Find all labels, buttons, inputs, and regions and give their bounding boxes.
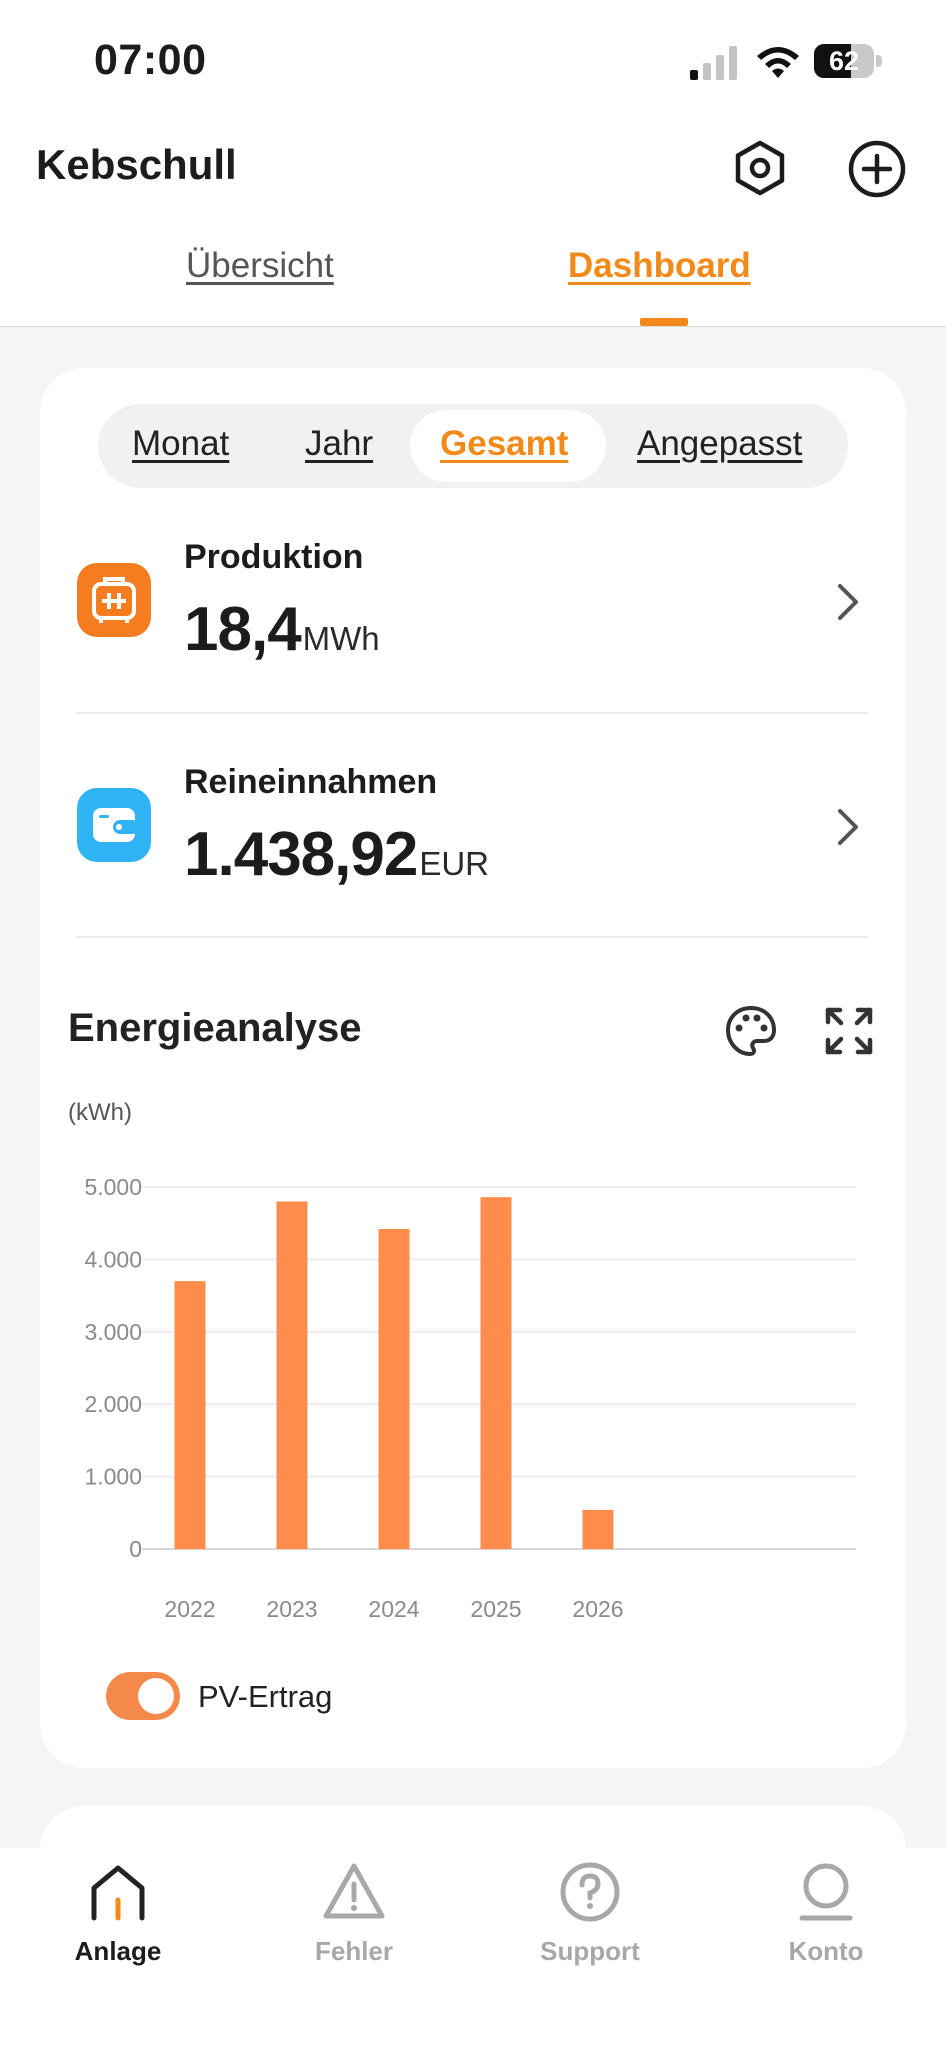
nav-item-support[interactable]: Support (490, 1860, 690, 1980)
palette-icon[interactable] (724, 1004, 778, 1058)
battery-indicator: 62 (814, 44, 886, 80)
battery-fill (814, 44, 852, 78)
warning-icon (323, 1863, 385, 1919)
nav-label-plant: Anlage (74, 1936, 162, 1966)
nav-label-errors: Fehler (314, 1936, 394, 1966)
toggle-knob (138, 1678, 174, 1714)
revenue-label: Reineinnahmen (184, 763, 438, 801)
plant-title: Kebschull (36, 141, 237, 188)
y-tick-label: 5.000 (84, 1174, 142, 1200)
production-label: Produktion (184, 538, 364, 576)
revenue-unit: EUR (419, 845, 490, 882)
solar-panel-icon (77, 563, 151, 637)
period-option-custom[interactable]: Angepasst (637, 424, 803, 463)
production-unit: MWh (302, 620, 380, 657)
x-tick-label: 2025 (470, 1596, 521, 1622)
x-tick-label: 2023 (266, 1596, 317, 1622)
active-tab-indicator (640, 318, 688, 326)
bar-2023[interactable] (276, 1201, 308, 1549)
help-icon (560, 1862, 620, 1922)
chevron-right-icon[interactable] (834, 807, 862, 847)
divider (76, 712, 868, 714)
hexagon-gear-icon[interactable] (730, 138, 790, 198)
revenue-value: 1.438,92 (184, 820, 418, 889)
energy-analysis-title: Energieanalyse (68, 1006, 362, 1050)
pv-yield-toggle[interactable] (106, 1672, 180, 1720)
divider (76, 936, 868, 938)
period-option-total[interactable]: Gesamt (440, 424, 569, 463)
chevron-right-icon[interactable] (834, 582, 862, 622)
home-icon (91, 1865, 145, 1921)
y-tick-label: 3.000 (84, 1319, 142, 1345)
revenue-value-row[interactable]: 1.438,92EUR (184, 819, 489, 890)
plus-circle-icon[interactable] (846, 138, 908, 200)
energy-bar-chart: (kWh) 0 1.000 2.000 3.000 4.000 5.000 2022 2023… (68, 1099, 856, 1622)
bottom-navigation (0, 1848, 946, 2048)
wallet-icon (77, 788, 151, 862)
tab-dashboard[interactable]: Dashboard (568, 246, 751, 285)
cellular-signal-icon (690, 46, 737, 80)
expand-icon[interactable] (824, 1006, 874, 1056)
bar-2026[interactable] (582, 1509, 614, 1549)
y-tick-label: 0 (129, 1536, 142, 1562)
nav-item-account[interactable]: Konto (726, 1860, 926, 1980)
production-value-row[interactable]: 18,4MWh (184, 594, 380, 665)
x-tick-label: 2026 (572, 1596, 623, 1622)
period-option-month[interactable]: Monat (132, 424, 230, 463)
nav-item-errors[interactable]: Fehler (254, 1860, 454, 1980)
production-value: 18,4 (184, 595, 302, 664)
period-option-year[interactable]: Jahr (305, 424, 374, 463)
nav-item-plant[interactable]: Anlage (18, 1860, 218, 1980)
status-time: 07:00 (94, 36, 207, 84)
legend-label: PV-Ertrag (198, 1679, 333, 1714)
nav-label-account: Konto (788, 1936, 864, 1966)
bar-2025[interactable] (480, 1197, 512, 1549)
wifi-icon (757, 47, 799, 78)
battery-body: 62 (814, 44, 874, 78)
bar-2024[interactable] (378, 1228, 410, 1549)
x-tick-label: 2022 (164, 1596, 215, 1622)
battery-percent: 62 (828, 46, 860, 76)
period-selected-pill (410, 410, 606, 482)
x-tick-label: 2024 (368, 1596, 419, 1622)
y-tick-label: 2.000 (84, 1391, 142, 1417)
account-icon (799, 1863, 853, 1921)
y-axis-unit: (kWh) (68, 1099, 132, 1126)
bar-2022[interactable] (174, 1281, 206, 1549)
y-tick-label: 1.000 (84, 1464, 142, 1490)
y-tick-label: 4.000 (84, 1246, 142, 1272)
nav-label-support: Support (540, 1936, 640, 1966)
tab-overview[interactable]: Übersicht (186, 246, 334, 285)
battery-tip (876, 55, 882, 67)
